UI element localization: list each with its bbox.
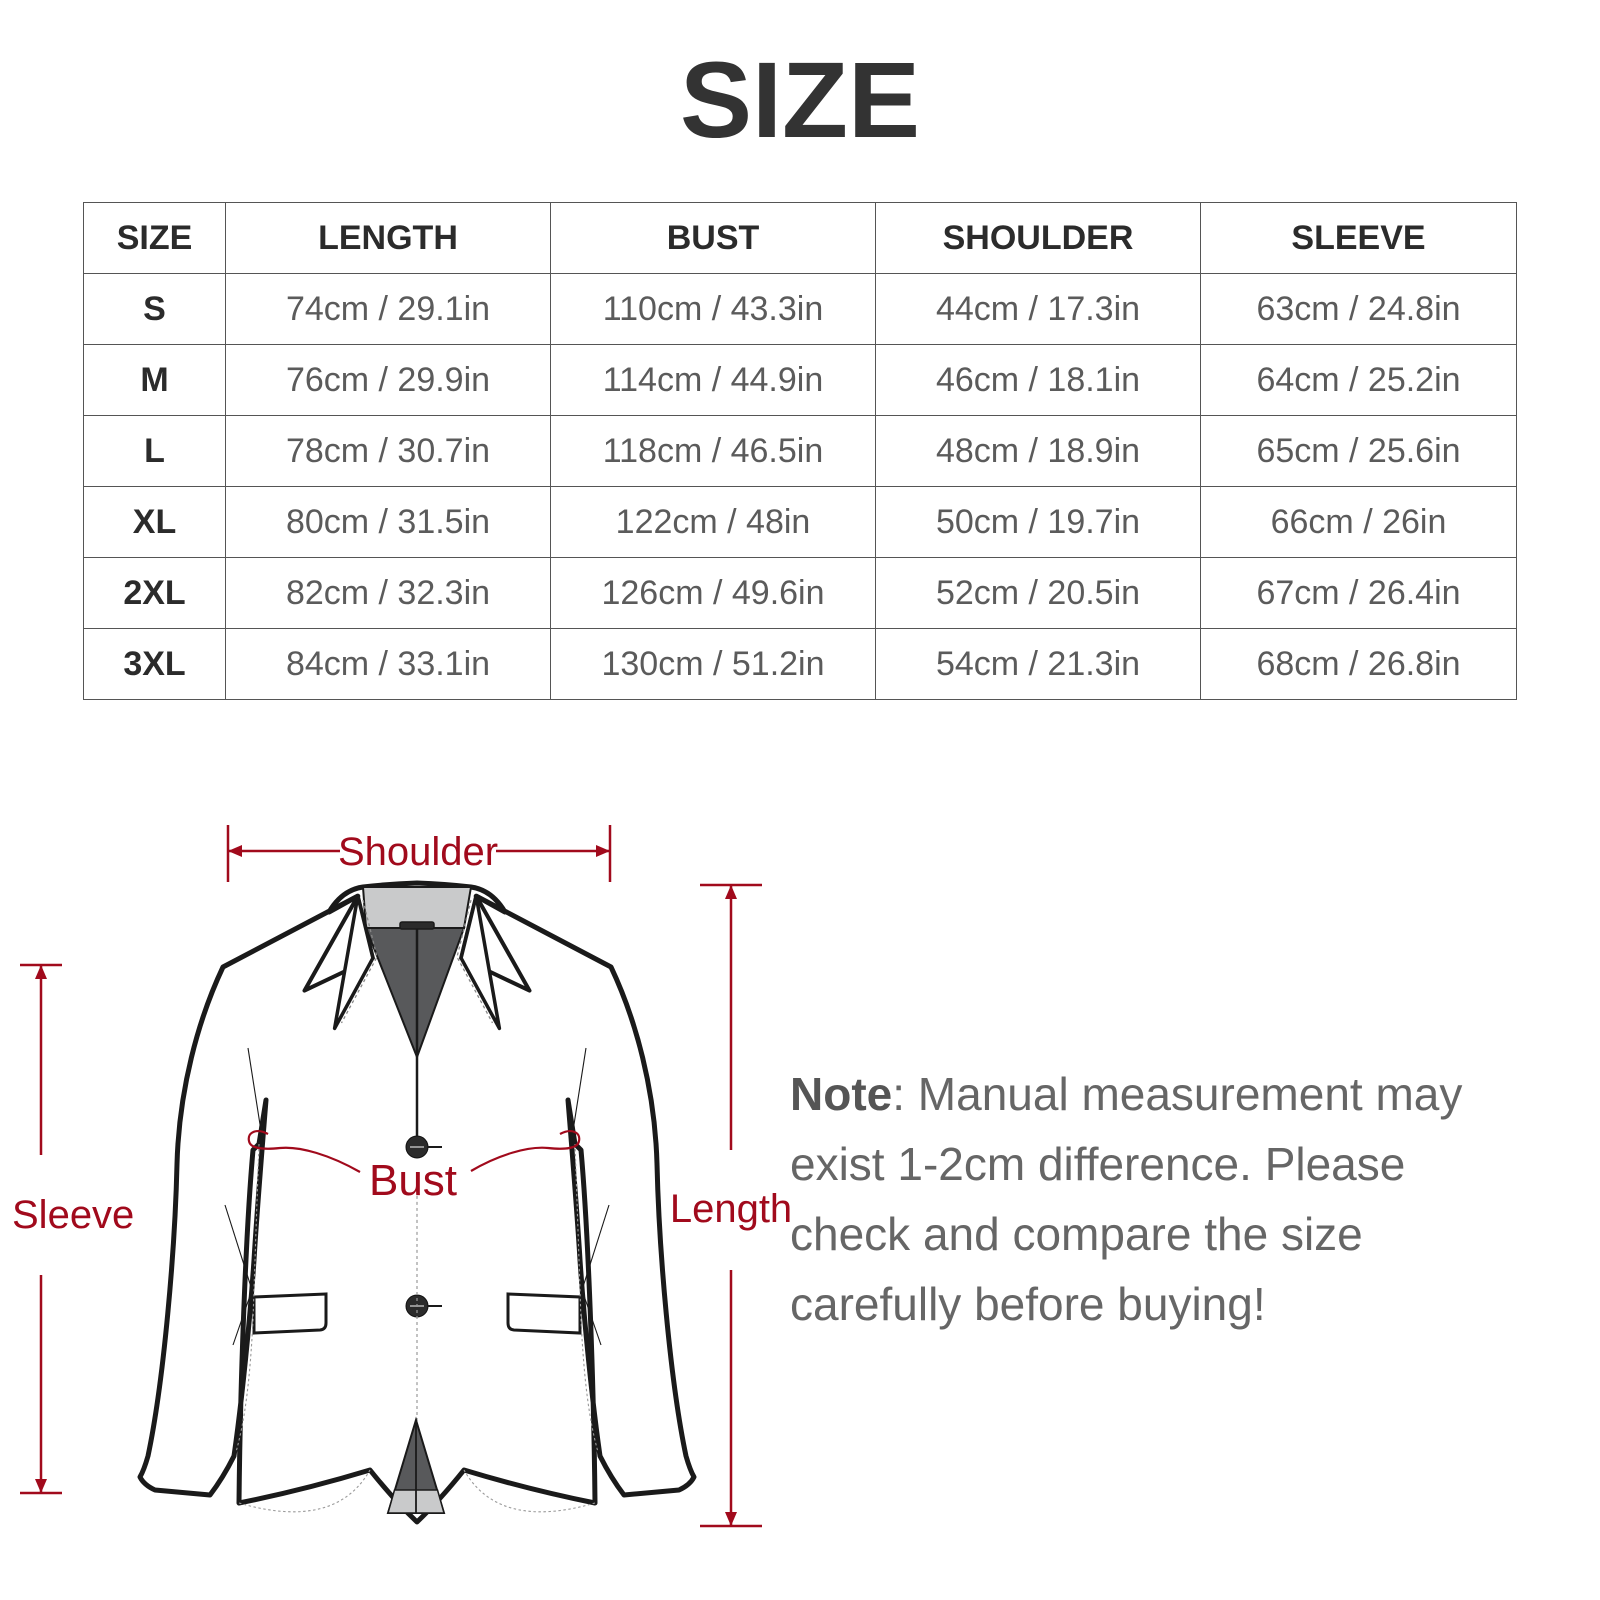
svg-text:Note: Manual measurement may: Note: Manual measurement may <box>790 1068 1462 1120</box>
svg-text:Sleeve: Sleeve <box>12 1193 134 1237</box>
svg-text:check and compare the size: check and compare the size <box>790 1208 1363 1260</box>
svg-text:Shoulder: Shoulder <box>338 830 498 874</box>
svg-text:carefully before buying!: carefully before buying! <box>790 1278 1266 1330</box>
svg-text:Length: Length <box>670 1187 792 1231</box>
svg-text:Bust: Bust <box>369 1156 457 1205</box>
svg-text:exist 1-2cm difference. Please: exist 1-2cm difference. Please <box>790 1138 1405 1190</box>
